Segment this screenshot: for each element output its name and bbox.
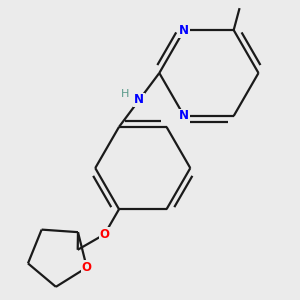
Text: N: N (179, 110, 189, 122)
Text: O: O (100, 228, 110, 241)
Text: H: H (121, 89, 129, 99)
Text: N: N (179, 24, 189, 37)
Text: N: N (134, 94, 144, 106)
Text: O: O (82, 261, 92, 274)
